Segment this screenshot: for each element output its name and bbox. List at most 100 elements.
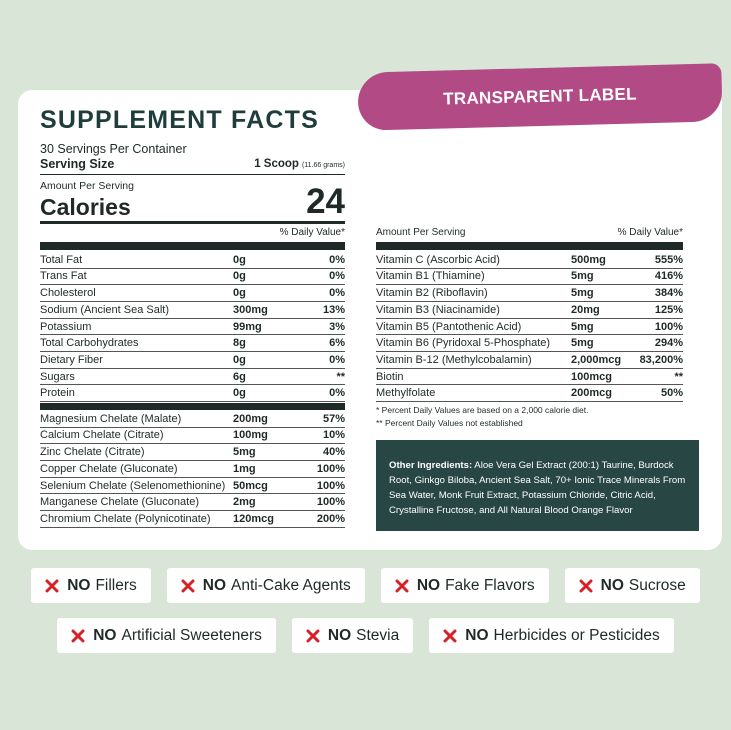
nutrient-row: Manganese Chelate (Gluconate) 2mg 100%: [40, 495, 345, 512]
claim-text: Fillers: [95, 576, 137, 594]
nutrient-amount: 8g: [233, 337, 246, 350]
nutrient-dv: 40%: [322, 446, 345, 459]
nutrient-row: Cholesterol 0g 0%: [40, 285, 345, 302]
claim-prefix: NO: [202, 576, 227, 594]
nutrient-row: Methylfolate 200mcg 50%: [376, 386, 683, 403]
nutrient-dv: 50%: [660, 387, 683, 400]
nutrient-row: Calcium Chelate (Citrate) 100mg 10%: [40, 428, 345, 445]
claim-text: Sucrose: [628, 576, 686, 594]
serving-size: 1 Scoop (11.66 grams): [254, 158, 345, 170]
nutrient-dv: 100%: [316, 479, 345, 492]
nutrient-name: Sodium (Ancient Sea Salt): [40, 303, 170, 316]
nutrient-amount: 5mg: [571, 287, 594, 300]
nutrient-row: Potassium 99mg 3%: [40, 319, 345, 336]
claim: NO Sucrose: [564, 568, 700, 603]
nutrient-row: Zinc Chelate (Citrate) 5mg 40%: [40, 444, 345, 461]
claim-text: Artificial Sweeteners: [121, 626, 262, 644]
nutrient-row: Magnesium Chelate (Malate) 200mg 57%: [40, 411, 345, 428]
thick-rule: [40, 403, 345, 410]
nutrient-name: Potassium: [40, 320, 92, 333]
nutrient-amount: 2mg: [233, 496, 256, 509]
nutrient-amount: 300mg: [233, 303, 268, 316]
nutrient-row: Vitamin B6 (Pyridoxal 5-Phosphate) 5mg 294…: [376, 336, 683, 353]
thick-rule: [40, 242, 345, 250]
nutrient-row: Vitamin B-12 (Methylcobalamin) 2,000mcg 83…: [376, 352, 683, 369]
nutrient-name: Sugars: [40, 370, 75, 383]
nutrient-dv: 555%: [654, 253, 683, 266]
nutrient-amount: 1mg: [233, 462, 256, 475]
nutrient-amount: 100mg: [233, 429, 268, 442]
nutrient-name: Total Fat: [40, 253, 83, 266]
x-icon: [579, 579, 593, 592]
amount-label: Amount Per Serving: [376, 227, 466, 238]
nutrient-name: Zinc Chelate (Citrate): [40, 446, 145, 459]
nutrient-row: Sugars 6g **: [40, 369, 345, 386]
nutrient-name: Trans Fat: [40, 270, 87, 283]
nutrient-amount: 0g: [233, 287, 246, 300]
claim-prefix: NO: [327, 626, 352, 644]
nutrient-name: Vitamin B5 (Pantothenic Acid): [376, 320, 522, 333]
nutrient-amount: 6g: [233, 370, 246, 383]
nutrient-name: Vitamin B6 (Pyridoxal 5-Phosphate): [376, 337, 551, 350]
nutrient-dv: 0%: [329, 287, 345, 300]
footnote: ** Percent Daily Values not established: [376, 418, 523, 428]
nutrient-amount: 100mcg: [571, 370, 612, 383]
claim-text: Anti-Cake Agents: [231, 576, 351, 594]
serving-size-label: Serving Size: [40, 157, 115, 171]
claims-row: NO Artificial Sweeteners NO Stevia NO Herbici…: [0, 618, 731, 653]
nutrient-amount: 5mg: [233, 446, 256, 459]
calories-label: Calories: [40, 194, 131, 220]
thick-rule: [376, 242, 683, 250]
title: SUPPLEMENT FACTS: [40, 106, 319, 134]
nutrient-dv: 416%: [654, 270, 683, 283]
footnote: * Percent Daily Values are based on a 2,…: [376, 405, 589, 415]
claim: NO Artificial Sweeteners: [57, 618, 276, 653]
nutrient-dv: 384%: [654, 287, 683, 300]
nutrient-row: Biotin 100mcg **: [376, 369, 683, 386]
nutrient-name: Total Carbohydrates: [40, 337, 139, 350]
amount-label: Amount Per Serving: [40, 180, 134, 192]
nutrient-amount: 50mcg: [233, 479, 268, 492]
nutrient-dv: **: [336, 370, 345, 383]
nutrient-dv: 125%: [654, 303, 683, 316]
nutrient-dv: 100%: [316, 496, 345, 509]
nutrient-name: Methylfolate: [376, 387, 436, 400]
nutrient-amount: 5mg: [571, 270, 594, 283]
nutrient-dv: 10%: [322, 429, 345, 442]
nutrient-name: Copper Chelate (Gluconate): [40, 462, 178, 475]
nutrient-amount: 0g: [233, 253, 246, 266]
nutrient-dv: 294%: [654, 337, 683, 350]
claim: NO Anti-Cake Agents: [166, 568, 365, 603]
nutrient-dv: 0%: [329, 270, 345, 283]
nutrient-amount: 99mg: [233, 320, 262, 333]
nutrient-dv: 6%: [329, 337, 345, 350]
nutrient-row: Dietary Fiber 0g 0%: [40, 352, 345, 369]
other-text: Aloe Vera Gel Extract (200:1) Taurine, B…: [389, 460, 686, 516]
nutrient-row: Vitamin B1 (Thiamine) 5mg 416%: [376, 269, 683, 286]
nutrient-row: Trans Fat 0g 0%: [40, 269, 345, 286]
x-icon: [395, 579, 409, 592]
badge: TRANSPARENT LABEL: [357, 63, 723, 131]
nutrient-dv: 57%: [322, 412, 345, 425]
nutrient-row: Vitamin B2 (Riboflavin) 5mg 384%: [376, 285, 683, 302]
nutrient-name: Vitamin B2 (Riboflavin): [376, 287, 488, 300]
nutrient-name: Calcium Chelate (Citrate): [40, 429, 164, 442]
claim-prefix: NO: [93, 626, 117, 644]
nutrient-name: Vitamin B1 (Thiamine): [376, 270, 485, 283]
claim-text: Fake Flavors: [445, 576, 535, 594]
nutrient-name: Selenium Chelate (Selenomethionine): [40, 479, 226, 492]
nutrient-row: Protein 0g 0%: [40, 386, 345, 403]
nutrient-name: Magnesium Chelate (Malate): [40, 412, 182, 425]
calories-value: 24: [306, 182, 345, 221]
nutrient-dv: 83,200%: [639, 353, 683, 366]
serving-size-value: 1 Scoop: [254, 158, 299, 170]
nutrient-row: Vitamin B3 (Niacinamide) 20mg 125%: [376, 302, 683, 319]
nutrient-amount: 120mcg: [233, 512, 274, 525]
nutrient-amount: 2,000mcg: [571, 353, 622, 366]
nutrient-row: Vitamin B5 (Pantothenic Acid) 5mg 100%: [376, 319, 683, 336]
nutrient-name: Chromium Chelate (Polynicotinate): [40, 512, 211, 525]
claim-prefix: NO: [465, 626, 489, 644]
x-icon: [45, 579, 59, 592]
nutrient-amount: 0g: [233, 270, 246, 283]
